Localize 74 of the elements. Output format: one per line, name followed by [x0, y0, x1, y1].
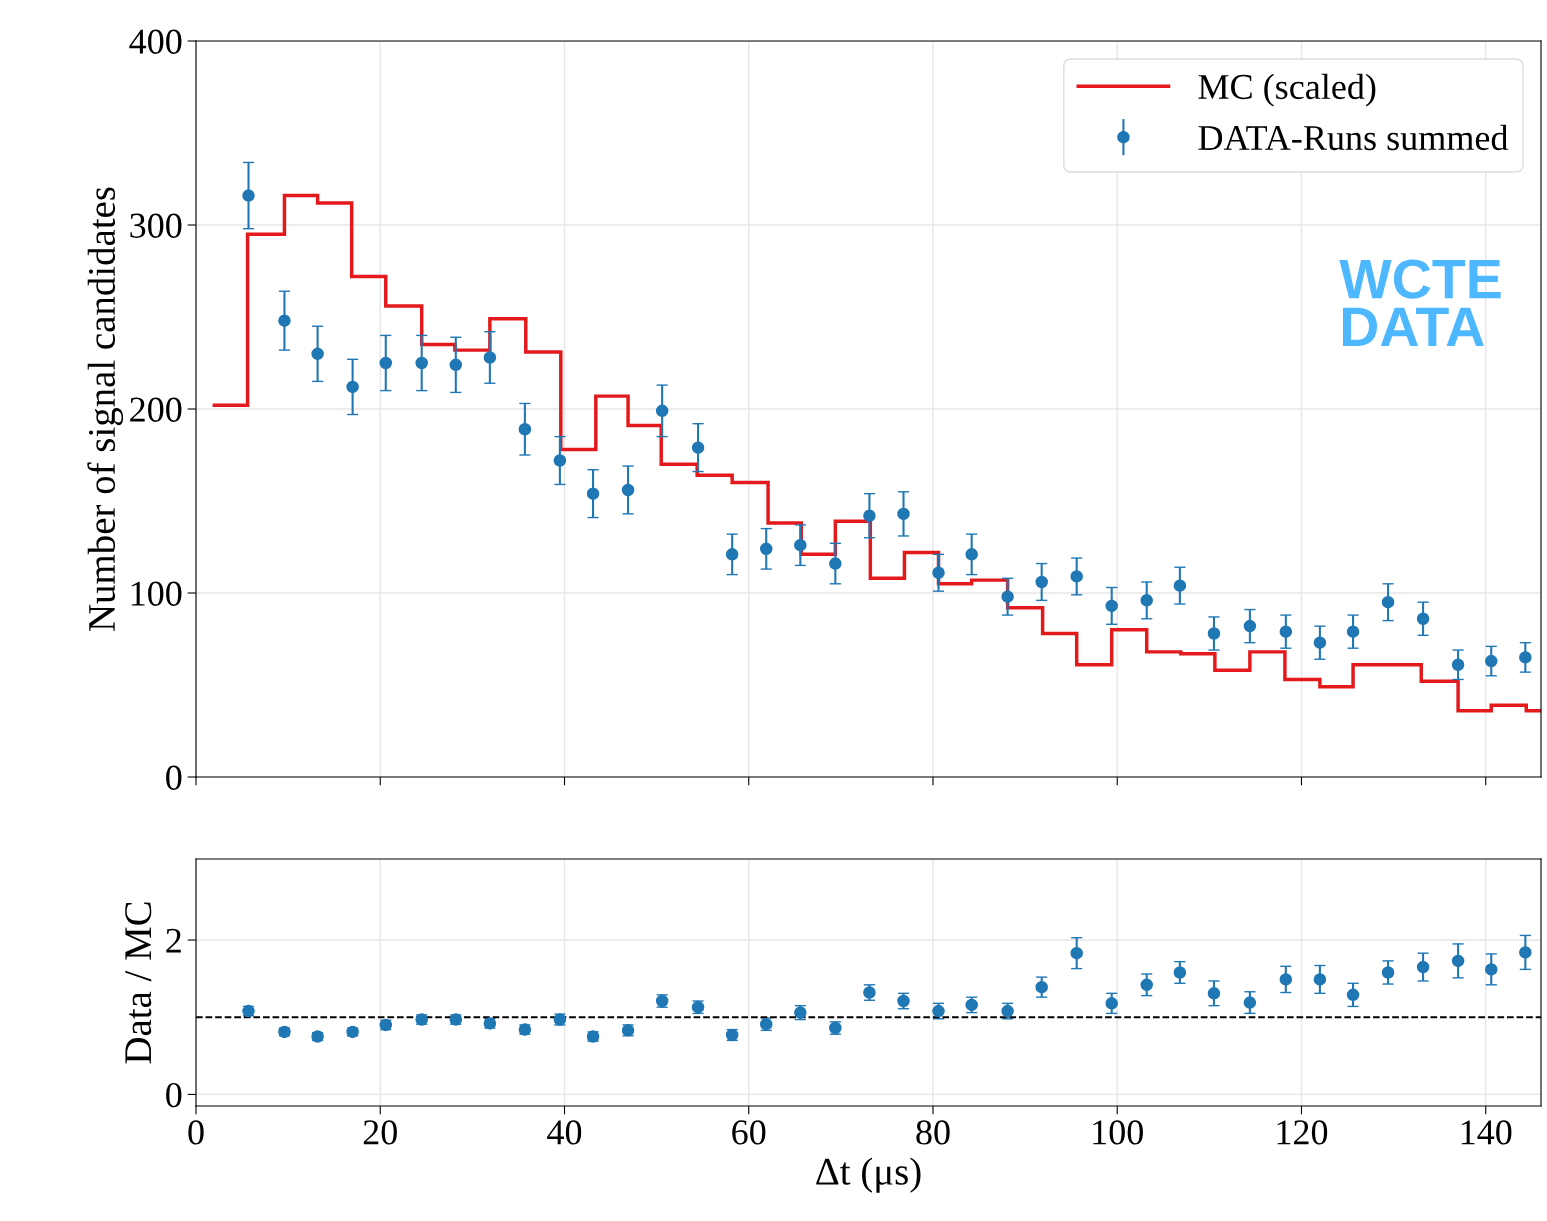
point	[794, 538, 807, 552]
point	[1313, 973, 1327, 986]
point	[1207, 987, 1221, 1000]
point	[863, 509, 876, 522]
point	[691, 441, 705, 454]
point	[1381, 595, 1395, 609]
point	[829, 557, 842, 570]
y-axis-title: Number of signal candidates	[87, 187, 124, 631]
point	[379, 356, 393, 370]
point	[1070, 570, 1083, 583]
x-tick-label: 0	[188, 1120, 204, 1145]
y-tick-label: 100	[131, 581, 182, 606]
y-tick-label: 0	[166, 765, 182, 790]
x-tick-label: 100	[1093, 1120, 1143, 1145]
y-axis-title: Data / MC	[125, 902, 152, 1064]
point	[553, 454, 567, 467]
point	[449, 358, 463, 372]
point	[1451, 954, 1465, 968]
point	[725, 548, 739, 561]
x-tick-label: 80	[916, 1120, 950, 1145]
point	[1519, 946, 1532, 959]
x-tick-label: 120	[1277, 1120, 1328, 1145]
annotation: WCTE DATA	[1339, 259, 1501, 346]
point	[965, 548, 978, 561]
point	[1070, 946, 1083, 960]
point	[1519, 651, 1532, 664]
point	[1346, 988, 1360, 1002]
point	[1105, 599, 1118, 613]
point	[1105, 997, 1118, 1010]
point	[1416, 612, 1430, 626]
y-tick-label: 2	[166, 928, 181, 953]
point	[759, 542, 773, 556]
point	[1035, 980, 1048, 994]
point	[1451, 658, 1465, 672]
legend-label: MC (scaled)	[1198, 73, 1376, 107]
point	[621, 483, 635, 497]
point	[1173, 579, 1187, 592]
point	[1313, 636, 1327, 649]
x-axis-title: Δt (μs)	[816, 1157, 921, 1193]
x-tick-label: 20	[363, 1120, 397, 1145]
point	[897, 507, 910, 521]
y-tick-label: 400	[129, 29, 182, 54]
point	[518, 422, 532, 436]
point	[655, 404, 669, 418]
y-tick-label: 0	[166, 1082, 182, 1108]
point	[1279, 625, 1293, 638]
point	[1346, 625, 1360, 638]
point	[483, 351, 497, 364]
point	[1243, 996, 1257, 1009]
y-tick-label: 300	[130, 213, 182, 238]
point	[1279, 973, 1293, 986]
point	[932, 566, 945, 580]
point	[1416, 960, 1430, 974]
x-tick-label: 40	[547, 1120, 582, 1145]
y-tick-label: 200	[130, 397, 182, 422]
point	[346, 380, 359, 394]
point	[415, 356, 428, 370]
x-tick-label: 140	[1461, 1120, 1512, 1145]
point	[1243, 619, 1257, 633]
point	[1484, 654, 1498, 668]
point	[311, 347, 324, 361]
point	[1035, 575, 1048, 589]
point	[1207, 627, 1221, 640]
legend-label: DATA-Runs summed	[1198, 124, 1509, 151]
x-tick-label: 60	[732, 1120, 766, 1145]
point	[1173, 966, 1187, 979]
point	[1140, 978, 1153, 992]
point	[242, 189, 255, 202]
point	[1001, 590, 1014, 603]
point	[1381, 966, 1395, 979]
point	[586, 487, 600, 500]
point	[1484, 963, 1498, 976]
point	[1140, 594, 1153, 607]
point	[278, 314, 291, 327]
